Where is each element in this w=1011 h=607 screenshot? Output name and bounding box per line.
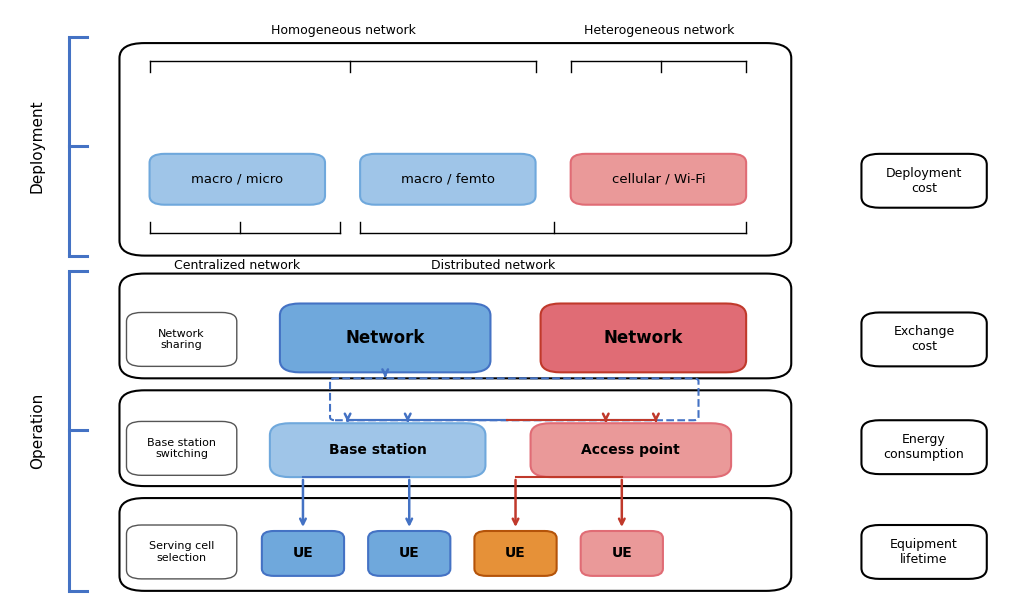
FancyBboxPatch shape	[580, 531, 663, 576]
FancyBboxPatch shape	[119, 390, 792, 486]
FancyBboxPatch shape	[262, 531, 344, 576]
FancyBboxPatch shape	[119, 43, 792, 256]
Text: Network
sharing: Network sharing	[159, 328, 205, 350]
FancyBboxPatch shape	[150, 154, 325, 205]
FancyBboxPatch shape	[270, 423, 485, 477]
Text: Energy
consumption: Energy consumption	[884, 433, 964, 461]
FancyBboxPatch shape	[280, 304, 490, 372]
FancyBboxPatch shape	[126, 421, 237, 475]
FancyBboxPatch shape	[360, 154, 536, 205]
FancyBboxPatch shape	[861, 420, 987, 474]
Text: UE: UE	[506, 546, 526, 560]
Text: UE: UE	[612, 546, 632, 560]
FancyBboxPatch shape	[861, 313, 987, 367]
Text: Distributed network: Distributed network	[432, 259, 556, 271]
Text: UE: UE	[292, 546, 313, 560]
FancyBboxPatch shape	[119, 274, 792, 378]
FancyBboxPatch shape	[126, 313, 237, 367]
FancyBboxPatch shape	[861, 525, 987, 579]
Text: Deployment
cost: Deployment cost	[886, 167, 962, 195]
Text: Serving cell
selection: Serving cell selection	[149, 541, 214, 563]
Text: UE: UE	[399, 546, 420, 560]
Text: Network: Network	[346, 329, 425, 347]
Text: Deployment: Deployment	[29, 99, 44, 193]
FancyBboxPatch shape	[126, 525, 237, 579]
FancyBboxPatch shape	[368, 531, 450, 576]
Text: Access point: Access point	[581, 443, 680, 457]
FancyBboxPatch shape	[861, 154, 987, 208]
FancyBboxPatch shape	[531, 423, 731, 477]
FancyBboxPatch shape	[541, 304, 746, 372]
Text: Base station: Base station	[329, 443, 427, 457]
Text: macro / femto: macro / femto	[400, 173, 494, 186]
Text: Homogeneous network: Homogeneous network	[271, 24, 416, 37]
Text: Network: Network	[604, 329, 683, 347]
Text: Exchange
cost: Exchange cost	[894, 325, 954, 353]
Text: Centralized network: Centralized network	[174, 259, 300, 271]
FancyBboxPatch shape	[570, 154, 746, 205]
Text: Heterogeneous network: Heterogeneous network	[583, 24, 734, 37]
FancyBboxPatch shape	[119, 498, 792, 591]
Text: macro / micro: macro / micro	[191, 173, 283, 186]
Text: Operation: Operation	[29, 392, 44, 469]
FancyBboxPatch shape	[474, 531, 557, 576]
Text: Equipment
lifetime: Equipment lifetime	[891, 538, 958, 566]
Text: Base station
switching: Base station switching	[148, 438, 216, 459]
Text: cellular / Wi-Fi: cellular / Wi-Fi	[612, 173, 706, 186]
